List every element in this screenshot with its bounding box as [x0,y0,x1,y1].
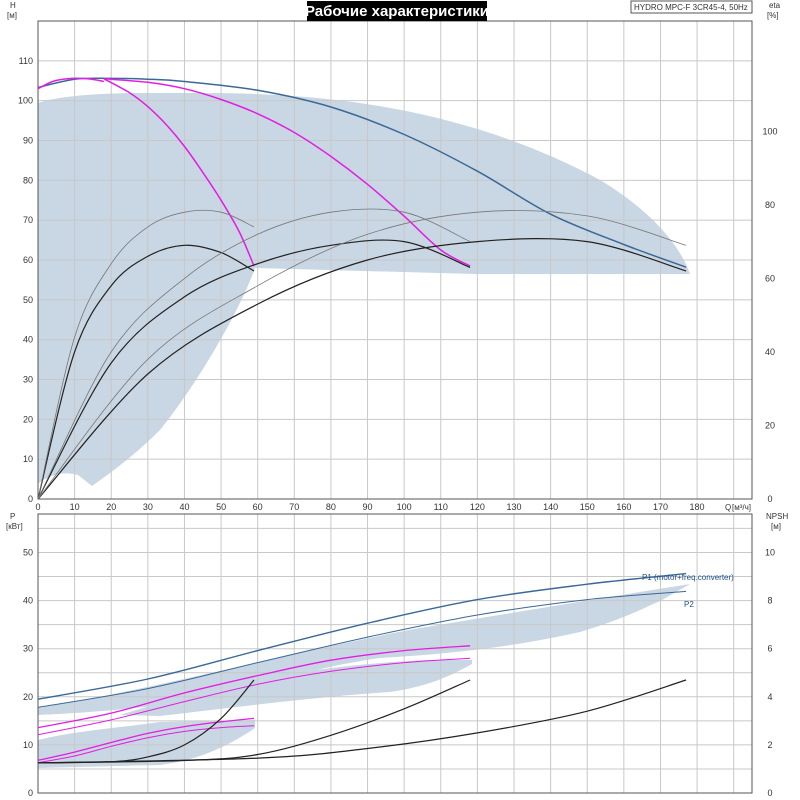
power-tick-label: 0 [28,788,33,798]
npsh-tick-label: 4 [767,692,772,702]
npsh-tick-label: 8 [767,596,772,606]
flow-tick-label: 100 [397,502,412,512]
flow-tick-label: 130 [506,502,521,512]
power-curve-p2_speed [37,657,471,736]
npsh-axis-label: NPSH [766,512,788,521]
chart-title: Рабочие характеристики [305,3,489,20]
head-tick-label: 50 [23,295,33,305]
eta-tick-label: 100 [762,126,777,136]
flow-tick-label: 60 [253,502,263,512]
head-operating-range [38,93,690,486]
flow-tick-label: 0 [35,502,40,512]
eta-tick-label: 40 [765,347,775,357]
head-tick-label: 80 [23,175,33,185]
efficiency-curve-system [37,209,255,500]
npsh-tick-label: 0 [767,788,772,798]
efficiency-curve-system [37,210,687,500]
flow-tick-label: 120 [470,502,485,512]
power-tick-label: 20 [23,692,33,702]
flow-tick-label: 140 [543,502,558,512]
flow-tick-label: 160 [616,502,631,512]
head-tick-label: 30 [23,375,33,385]
eta-tick-label: 0 [767,494,772,504]
head-curve-max [37,77,687,268]
head-curve-speed [37,77,105,90]
head-curve-speed [103,78,255,267]
power-curve-p1_speed [37,717,255,761]
flow-tick-label: 80 [326,502,336,512]
flow-tick-label: 180 [690,502,705,512]
head-tick-label: 90 [23,136,33,146]
npsh-axis-unit: [м] [771,522,781,531]
head-tick-label: 100 [18,96,33,106]
flow-tick-label: 20 [106,502,116,512]
head-tick-label: 70 [23,215,33,225]
power-axis-unit: [кВт] [6,522,23,531]
power-curve-p2 [37,590,687,708]
flow-tick-label: 70 [289,502,299,512]
flow-tick-label: 40 [179,502,189,512]
efficiency-curve [37,239,471,500]
flow-tick-label: 50 [216,502,226,512]
power-axis-label: P [10,512,15,521]
head-axis-unit: [м] [7,11,17,20]
power-tick-label: 50 [23,547,33,557]
flow-tick-label: 30 [143,502,153,512]
flow-axis-label: Q [725,503,731,512]
head-axis-label: H [10,1,16,10]
efficiency-curve-system [37,208,471,500]
power-curve-p1_speed [37,645,471,729]
npsh-tick-label: 2 [767,740,772,750]
flow-tick-label: 170 [653,502,668,512]
eta-tick-label: 20 [765,420,775,430]
power-frame [37,513,753,794]
efficiency-curve [37,237,687,500]
npsh-curve [37,679,687,764]
efficiency-curve [37,244,255,500]
head-tick-label: 110 [19,56,33,66]
head-tick-label: 40 [23,335,33,345]
operating-range-bands [38,93,690,768]
power-curve-p2_speed [37,725,255,764]
flow-tick-label: 10 [70,502,80,512]
npsh-tick-label: 6 [767,644,772,654]
power-tick-label: 30 [23,644,33,654]
power-tick-label: 10 [23,740,33,750]
head-tick-label: 20 [23,414,33,424]
power-range-low [38,720,255,768]
power-range-mid [120,660,472,716]
chart-grids [37,20,753,794]
title-box [307,1,487,21]
chart-curves [37,77,687,764]
flow-tick-label: 110 [434,502,448,512]
npsh-tick-label: 10 [765,547,775,557]
head-tick-label: 10 [23,454,33,464]
model-label: HYDRO MPC-F 3CR45-4, 50Hz [634,3,748,12]
chart-labels: Рабочие характеристики HYDRO MPC-F 3CR45… [6,0,788,609]
legend-p1: P1 (motor+freq.converter) [642,573,734,582]
power-range-max [38,584,690,715]
legend-p2: P2 [684,600,694,609]
flow-axis-unit: [м³/ч] [732,503,751,512]
head-tick-label: 0 [28,494,33,504]
head-tick-label: 60 [23,255,33,265]
power-tick-label: 40 [23,596,33,606]
head-curve-speed [103,78,471,267]
eta-axis-label: eta [769,1,781,10]
tick-labels: 0 10 20 30 40 50 60 70 80 90 100 110 120 130 140 150 160… [18,56,778,798]
flow-tick-label: 90 [363,502,373,512]
eta-tick-label: 60 [765,273,775,283]
eta-tick-label: 80 [765,200,775,210]
eta-axis-unit: [%] [767,11,779,20]
model-box [630,0,753,14]
flow-tick-label: 150 [580,502,595,512]
power-curve-p1 [37,572,687,700]
